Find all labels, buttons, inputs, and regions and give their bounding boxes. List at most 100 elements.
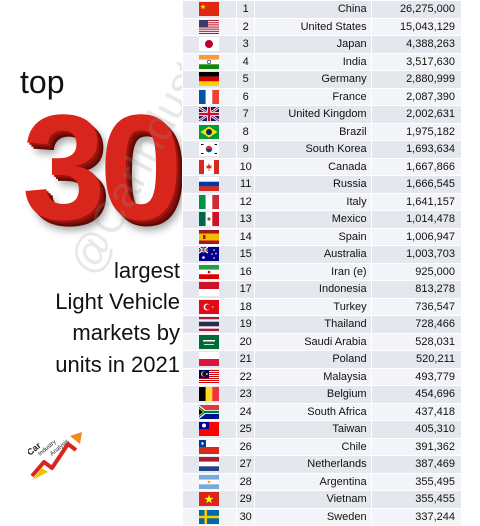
units-cell: 520,211 — [370, 350, 463, 369]
rank-cell: 11 — [235, 175, 256, 194]
units-cell: 387,469 — [370, 455, 463, 474]
china-flag-icon — [199, 2, 220, 17]
rank-cell: 15 — [235, 245, 256, 264]
units-cell: 528,031 — [370, 332, 463, 351]
flag-cell — [182, 210, 237, 229]
table-row: 8 Brazil 1,975,182 — [182, 122, 463, 141]
turkey-flag-icon — [199, 299, 220, 314]
indonesia-flag-icon — [199, 282, 220, 297]
flag-cell — [182, 455, 237, 474]
taiwan-flag-icon — [199, 422, 220, 437]
rank-cell: 22 — [235, 367, 256, 386]
flag-cell — [182, 385, 237, 404]
markets-table: 1 China 26,275,000 2 United States 15,043,129… — [182, 0, 463, 526]
units-cell: 1,975,182 — [370, 122, 463, 141]
country-cell: Spain — [254, 227, 372, 246]
country-cell: Vietnam — [254, 490, 372, 509]
rank-cell: 26 — [235, 437, 256, 456]
country-cell: South Africa — [254, 402, 372, 421]
argentina-flag-icon — [199, 474, 220, 489]
headline-panel: top 30 largest Light Vehicle markets by … — [0, 0, 183, 505]
country-cell: United Kingdom — [254, 105, 372, 124]
rank-cell: 20 — [235, 332, 256, 351]
table-row: 29 Vietnam 355,455 — [182, 490, 463, 509]
rank-cell: 19 — [235, 315, 256, 334]
country-cell: India — [254, 52, 372, 71]
country-cell: Brazil — [254, 122, 372, 141]
uk-flag-icon — [199, 107, 220, 122]
vietnam-flag-icon — [199, 492, 220, 507]
table-row: 5 Germany 2,880,999 — [182, 70, 463, 89]
rank-cell: 3 — [235, 35, 256, 54]
table-row: 25 Taiwan 405,310 — [182, 420, 463, 439]
country-cell: Iran (e) — [254, 262, 372, 281]
flag-cell — [182, 350, 237, 369]
table-row: 23 Belgium 454,696 — [182, 385, 463, 404]
country-cell: Saudi Arabia — [254, 332, 372, 351]
units-cell: 493,779 — [370, 367, 463, 386]
flag-cell — [182, 140, 237, 159]
flag-cell — [182, 420, 237, 439]
flag-cell — [182, 70, 237, 89]
country-cell: Poland — [254, 350, 372, 369]
table-row: 30 Sweden 337,244 — [182, 507, 463, 526]
country-cell: Mexico — [254, 210, 372, 229]
table-row: 9 South Korea 1,693,634 — [182, 140, 463, 159]
units-cell: 4,388,263 — [370, 35, 463, 54]
australia-flag-icon — [199, 247, 220, 262]
headline-subtitle-line: Light Vehicle — [55, 289, 180, 314]
italy-flag-icon — [199, 194, 220, 209]
rank-cell: 21 — [235, 350, 256, 369]
flag-cell — [182, 297, 237, 316]
units-cell: 26,275,000 — [370, 0, 463, 19]
units-cell: 925,000 — [370, 262, 463, 281]
units-cell: 454,696 — [370, 385, 463, 404]
units-cell: 728,466 — [370, 315, 463, 334]
table-row: 26 Chile 391,362 — [182, 437, 463, 456]
flag-cell — [182, 262, 237, 281]
flag-cell — [182, 332, 237, 351]
units-cell: 15,043,129 — [370, 17, 463, 36]
country-cell: Japan — [254, 35, 372, 54]
table-row: 20 Saudi Arabia 528,031 — [182, 332, 463, 351]
table-row: 17 Indonesia 813,278 — [182, 280, 463, 299]
flag-cell — [182, 52, 237, 71]
rank-cell: 25 — [235, 420, 256, 439]
rank-cell: 8 — [235, 122, 256, 141]
headline-subtitle-line: units in 2021 — [55, 352, 180, 377]
car-industry-analysis-logo-icon: Car Industry Analysis — [28, 432, 82, 480]
country-cell: Italy — [254, 192, 372, 211]
flag-cell — [182, 87, 237, 106]
rank-cell: 24 — [235, 402, 256, 421]
flag-cell — [182, 157, 237, 176]
table-row: 14 Spain 1,006,947 — [182, 227, 463, 246]
table-row: 19 Thailand 728,466 — [182, 315, 463, 334]
flag-cell — [182, 192, 237, 211]
flag-cell — [182, 367, 237, 386]
rank-cell: 7 — [235, 105, 256, 124]
table-row: 15 Australia 1,003,703 — [182, 245, 463, 264]
south-korea-flag-icon — [199, 142, 220, 157]
country-cell: Malaysia — [254, 367, 372, 386]
units-cell: 391,362 — [370, 437, 463, 456]
table-row: 24 South Africa 437,418 — [182, 402, 463, 421]
flag-cell — [182, 402, 237, 421]
sweden-flag-icon — [199, 509, 220, 524]
country-cell: Indonesia — [254, 280, 372, 299]
mexico-flag-icon — [199, 212, 220, 227]
flag-cell — [182, 315, 237, 334]
rank-cell: 17 — [235, 280, 256, 299]
brazil-flag-icon — [199, 124, 220, 139]
country-cell: Germany — [254, 70, 372, 89]
units-cell: 1,667,866 — [370, 157, 463, 176]
country-cell: Sweden — [254, 507, 372, 526]
south-africa-flag-icon — [199, 404, 220, 419]
flag-cell — [182, 280, 237, 299]
units-cell: 1,693,634 — [370, 140, 463, 159]
usa-flag-icon — [199, 19, 220, 34]
table-row: 18 Turkey 736,547 — [182, 297, 463, 316]
canada-flag-icon — [199, 159, 220, 174]
rank-cell: 16 — [235, 262, 256, 281]
table-row: 21 Poland 520,211 — [182, 350, 463, 369]
units-cell: 813,278 — [370, 280, 463, 299]
